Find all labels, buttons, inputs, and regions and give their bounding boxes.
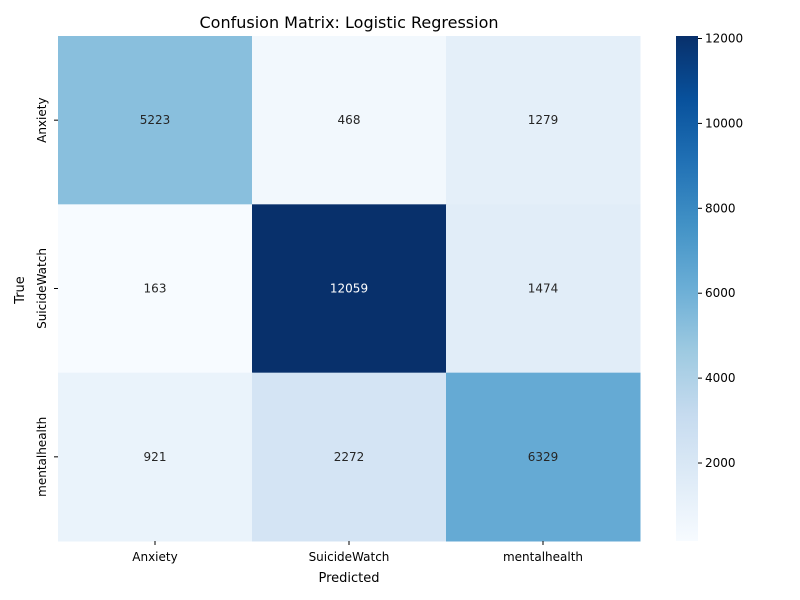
heatmap-cell (252, 204, 447, 374)
cell-value-label: 5223 (140, 113, 171, 127)
y-tick-label: mentalhealth (35, 417, 49, 497)
colorbar-gradient (676, 36, 698, 541)
colorbar-tick-label: 10000 (705, 116, 743, 130)
cell-value-label: 468 (338, 113, 361, 127)
cell-value-label: 12059 (330, 282, 368, 296)
cell-value-label: 2272 (334, 450, 365, 464)
cell-value-label: 921 (144, 450, 167, 464)
x-axis-ticks: Anxiety SuicideWatch mentalhealth (132, 541, 583, 564)
x-tick-label: Anxiety (132, 550, 177, 564)
colorbar-tick-label: 12000 (705, 32, 743, 46)
cell-value-label: 6329 (528, 450, 559, 464)
heatmap-cells (58, 36, 641, 542)
heatmap-cell (58, 36, 253, 205)
y-axis-label: True (13, 276, 28, 305)
colorbar-ticks: 2000 4000 6000 8000 10000 12000 (698, 32, 743, 470)
heatmap-cell (58, 204, 253, 374)
colorbar: 2000 4000 6000 8000 10000 12000 (676, 32, 743, 541)
heatmap-cell (252, 372, 447, 542)
y-tick-label: Anxiety (35, 97, 49, 142)
heatmap-cell (58, 372, 253, 542)
y-tick-label: SuicideWatch (35, 248, 49, 329)
y-axis-ticks: Anxiety SuicideWatch mentalhealth (35, 97, 58, 497)
cell-value-label: 1474 (528, 282, 559, 296)
chart-title: Confusion Matrix: Logistic Regression (200, 13, 499, 32)
cell-value-label: 1279 (528, 113, 559, 127)
colorbar-tick-label: 6000 (705, 286, 736, 300)
heatmap-cell (446, 36, 641, 205)
colorbar-tick-label: 8000 (705, 201, 736, 215)
heatmap-cell (446, 204, 641, 374)
x-tick-label: SuicideWatch (309, 550, 390, 564)
heatmap-cell (446, 372, 641, 542)
x-axis-label: Predicted (318, 571, 379, 586)
colorbar-tick-label: 4000 (705, 371, 736, 385)
x-tick-label: mentalhealth (503, 550, 583, 564)
heatmap-cell (252, 36, 447, 205)
colorbar-tick-label: 2000 (705, 456, 736, 470)
cell-value-label: 163 (144, 282, 167, 296)
heatmap-cell-labels: 5223 468 1279 163 12059 1474 921 2272 6329 (140, 113, 559, 464)
